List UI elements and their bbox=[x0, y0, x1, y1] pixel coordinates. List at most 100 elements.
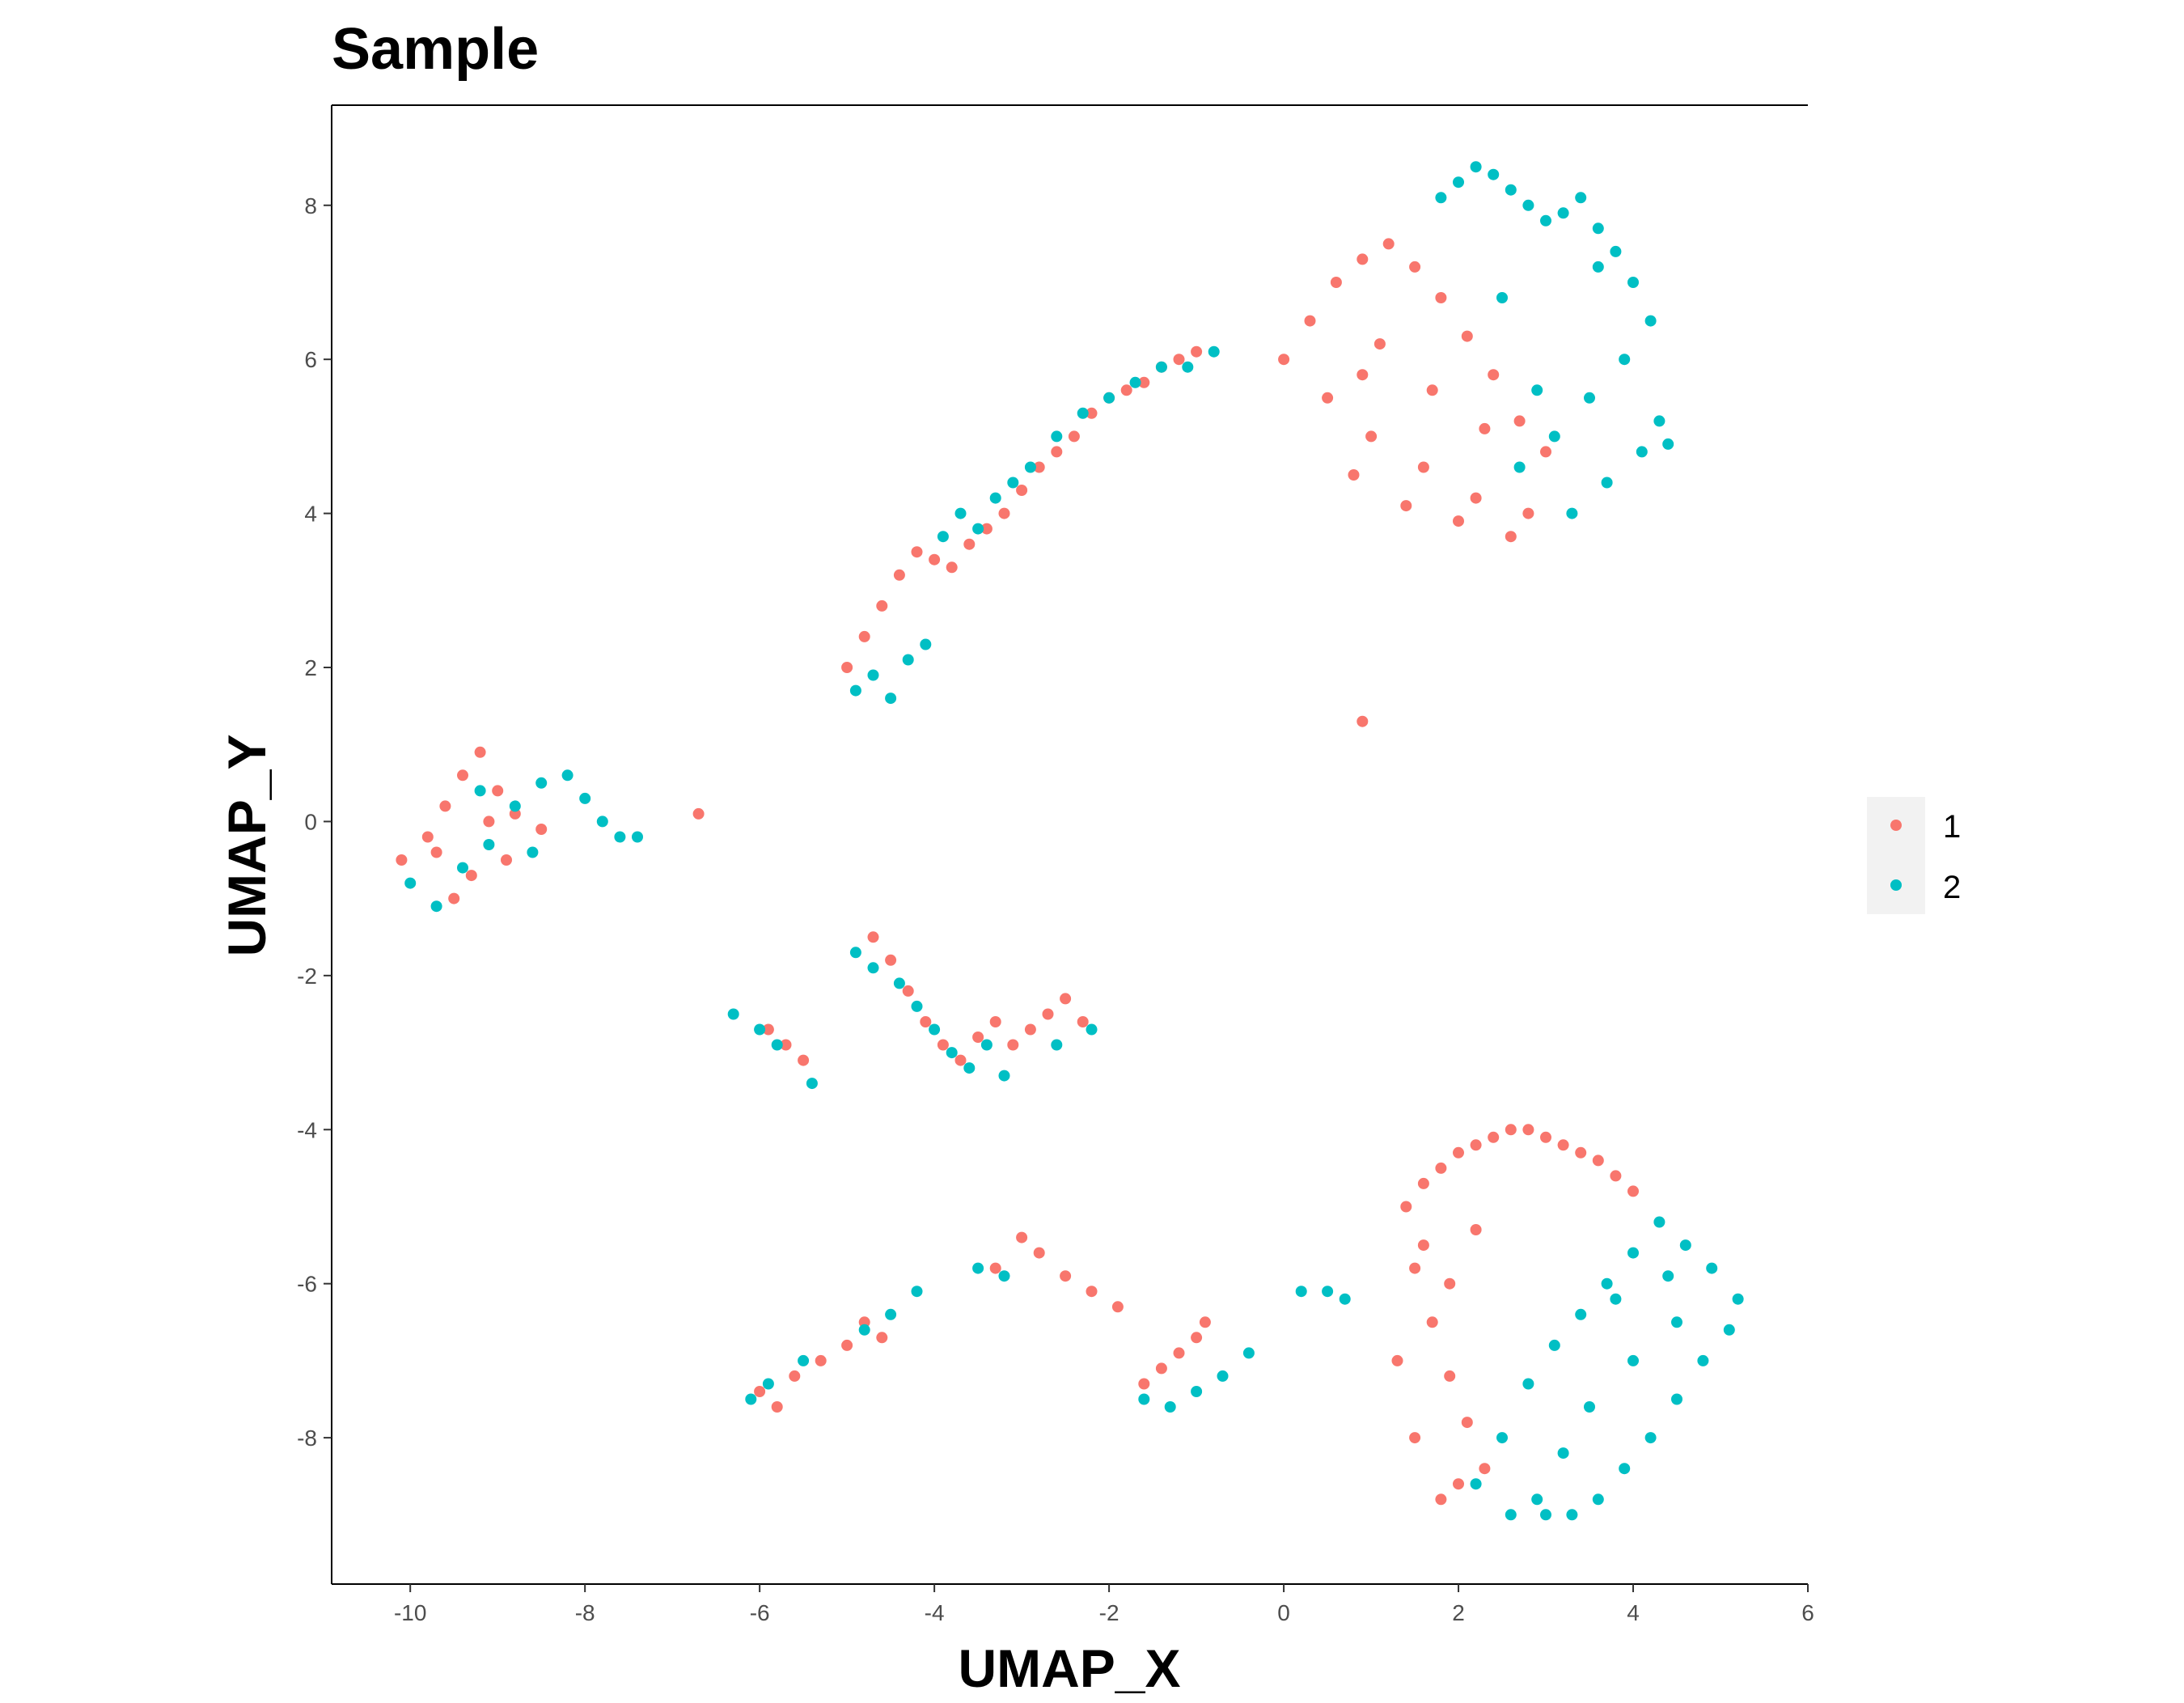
data-point-series-2 bbox=[762, 1378, 774, 1390]
data-point-series-1 bbox=[1060, 993, 1072, 1005]
y-axis-title: UMAP_Y bbox=[217, 734, 277, 956]
data-point-series-1 bbox=[501, 854, 512, 866]
data-point-series-2 bbox=[1295, 1286, 1307, 1298]
data-point-series-2 bbox=[1627, 1247, 1639, 1259]
data-point-series-2 bbox=[1322, 1286, 1334, 1298]
data-point-series-2 bbox=[1540, 214, 1551, 227]
data-point-series-2 bbox=[1208, 345, 1220, 358]
data-point-series-1 bbox=[937, 1039, 949, 1051]
data-point-series-1 bbox=[1479, 422, 1491, 434]
data-point-series-1 bbox=[1033, 461, 1045, 473]
data-point-series-2 bbox=[430, 900, 442, 913]
data-point-series-1 bbox=[876, 1332, 888, 1344]
x-tick-label: -10 bbox=[394, 1600, 426, 1625]
data-point-series-1 bbox=[483, 815, 495, 828]
data-point-series-1 bbox=[1304, 315, 1316, 327]
data-point-series-1 bbox=[1400, 1201, 1412, 1213]
x-axis-ticks: -10 -8 -6 -4 -2 0 2 4 6 bbox=[394, 1584, 1814, 1625]
data-point-series-2 bbox=[1601, 477, 1613, 489]
data-point-series-2 bbox=[1077, 407, 1089, 419]
legend-dot-series-1 bbox=[1890, 820, 1902, 831]
data-point-series-1 bbox=[448, 892, 460, 904]
data-point-series-2 bbox=[1339, 1293, 1351, 1305]
data-point-series-1 bbox=[867, 931, 879, 943]
x-tick-label: -4 bbox=[925, 1600, 945, 1625]
legend: 1 2 bbox=[1867, 797, 1961, 914]
data-point-series-2 bbox=[1619, 354, 1631, 366]
data-point-series-2 bbox=[963, 1062, 976, 1074]
y-tick-label: 2 bbox=[304, 655, 317, 680]
data-point-series-2 bbox=[1435, 192, 1447, 204]
data-point-series-1 bbox=[1051, 446, 1063, 458]
data-point-series-1 bbox=[1409, 1432, 1421, 1444]
data-point-series-2 bbox=[1548, 430, 1560, 443]
data-point-series-2 bbox=[1592, 261, 1604, 273]
data-point-series-2 bbox=[1024, 461, 1036, 473]
data-point-series-2 bbox=[727, 1008, 739, 1020]
data-point-series-2 bbox=[1522, 1378, 1534, 1390]
data-point-series-1 bbox=[1155, 1362, 1167, 1375]
data-point-series-1 bbox=[754, 1386, 766, 1397]
data-point-series-1 bbox=[1426, 1316, 1438, 1328]
data-point-series-2 bbox=[1557, 1447, 1569, 1459]
data-point-series-2 bbox=[614, 831, 626, 843]
data-point-series-1 bbox=[1322, 392, 1334, 404]
x-tick-label: -8 bbox=[575, 1600, 595, 1625]
data-point-series-2 bbox=[632, 831, 643, 843]
data-point-series-1 bbox=[439, 800, 451, 812]
x-tick-label: -2 bbox=[1099, 1600, 1120, 1625]
data-point-series-1 bbox=[920, 1016, 932, 1027]
data-point-series-1 bbox=[1278, 354, 1290, 366]
data-point-series-1 bbox=[1461, 330, 1473, 342]
data-point-series-2 bbox=[1732, 1293, 1744, 1305]
data-point-series-2 bbox=[535, 777, 548, 789]
data-point-series-1 bbox=[989, 1262, 1001, 1274]
data-point-series-1 bbox=[1357, 715, 1369, 727]
data-point-series-1 bbox=[1435, 1493, 1447, 1506]
data-point-series-1 bbox=[1461, 1417, 1473, 1429]
data-point-series-2 bbox=[929, 1023, 941, 1036]
data-point-series-2 bbox=[1584, 392, 1595, 404]
data-point-series-2 bbox=[1653, 415, 1666, 427]
legend-key-background bbox=[1867, 797, 1925, 914]
data-point-series-1 bbox=[1365, 430, 1378, 443]
data-point-series-2 bbox=[1531, 1493, 1543, 1506]
data-point-series-1 bbox=[457, 769, 468, 782]
data-point-series-1 bbox=[1033, 1247, 1045, 1259]
data-point-series-2 bbox=[1619, 1463, 1631, 1475]
data-point-series-1 bbox=[1470, 1224, 1482, 1235]
data-point-series-1 bbox=[1138, 1378, 1150, 1390]
data-point-series-2 bbox=[1138, 1393, 1150, 1405]
x-axis-title: UMAP_X bbox=[958, 1638, 1180, 1698]
data-point-series-2 bbox=[867, 962, 879, 974]
data-point-series-1 bbox=[1382, 238, 1395, 250]
data-point-series-2 bbox=[1723, 1324, 1735, 1336]
data-point-series-1 bbox=[1417, 1239, 1429, 1252]
data-point-series-2 bbox=[1697, 1354, 1709, 1366]
data-point-series-2 bbox=[483, 839, 495, 850]
data-point-series-1 bbox=[692, 807, 705, 820]
data-point-series-2 bbox=[1679, 1239, 1691, 1252]
data-point-series-1 bbox=[1357, 253, 1369, 265]
data-point-series-2 bbox=[1575, 1308, 1587, 1320]
data-point-series-1 bbox=[396, 854, 408, 866]
data-point-series-1 bbox=[1120, 384, 1132, 396]
data-point-series-2 bbox=[1217, 1370, 1229, 1382]
data-point-series-2 bbox=[1051, 430, 1063, 443]
data-point-series-1 bbox=[1522, 507, 1534, 519]
data-point-series-1 bbox=[1400, 500, 1412, 512]
data-point-series-1 bbox=[1557, 1139, 1569, 1151]
data-point-series-2 bbox=[1191, 1386, 1203, 1397]
data-point-series-2 bbox=[1051, 1039, 1063, 1051]
data-point-series-1 bbox=[1348, 469, 1360, 481]
data-point-series-2 bbox=[885, 693, 897, 705]
data-point-series-1 bbox=[911, 546, 923, 558]
data-point-series-1 bbox=[841, 1339, 853, 1351]
data-point-series-1 bbox=[1191, 1332, 1203, 1344]
legend-label-series-1: 1 bbox=[1943, 809, 1961, 845]
data-point-series-1 bbox=[798, 1054, 810, 1066]
data-point-series-1 bbox=[1610, 1170, 1622, 1182]
y-tick-label: 6 bbox=[304, 347, 317, 372]
data-point-series-2 bbox=[946, 1047, 958, 1059]
